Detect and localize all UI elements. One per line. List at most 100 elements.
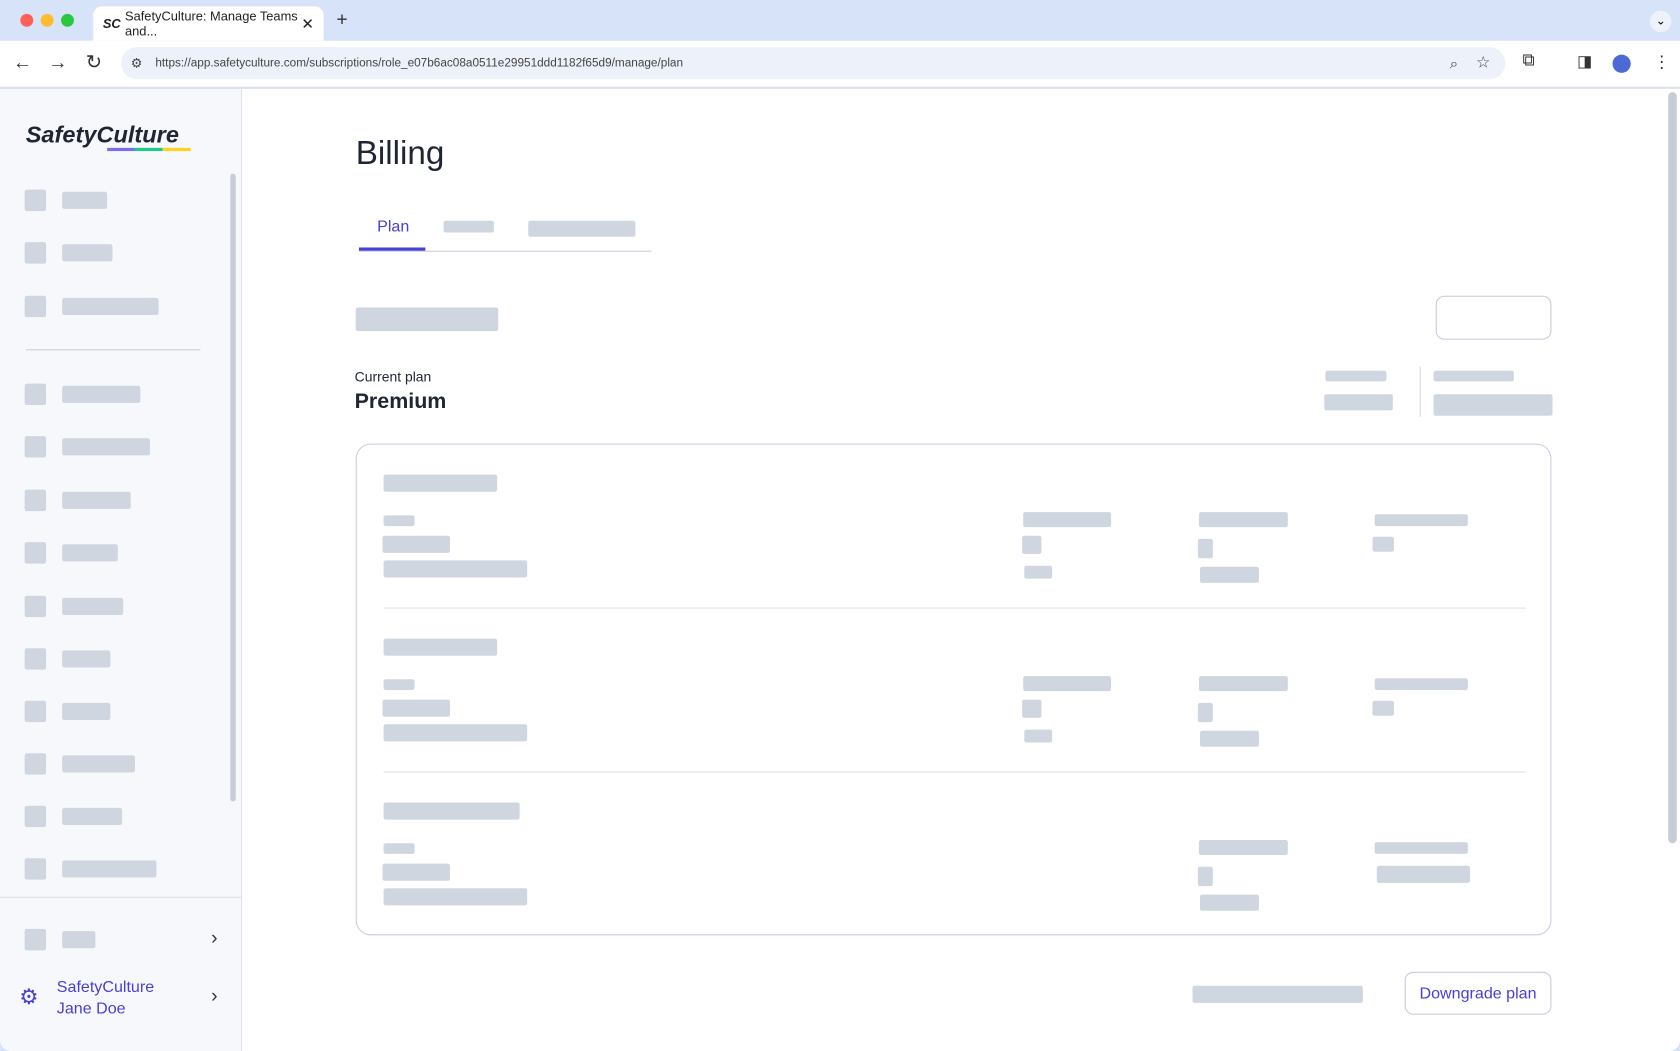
bookmark-star-icon[interactable]: ☆ xyxy=(1475,53,1491,72)
column-placeholder xyxy=(1200,894,1259,911)
tab-title: SafetyCulture: Manage Teams and... xyxy=(125,8,298,39)
row-placeholder xyxy=(383,724,528,742)
section-title-placeholder xyxy=(383,638,498,656)
row-placeholder xyxy=(383,888,528,906)
section-heading-placeholder xyxy=(355,307,499,332)
sidebar-item-icon xyxy=(24,753,47,775)
tabs-baseline xyxy=(358,250,652,252)
column-placeholder xyxy=(1197,702,1213,723)
site-settings-icon[interactable]: ⚙ xyxy=(130,55,143,71)
current-plan-name: Premium xyxy=(354,390,447,414)
sidebar-item[interactable] xyxy=(0,858,225,880)
section-divider xyxy=(383,771,1526,773)
sidebar-footer-divider xyxy=(0,896,243,898)
sidebar: SafetyCulture › ⚙ SafetyCulture Jane Doe… xyxy=(0,88,243,1051)
summary-label-placeholder xyxy=(1433,370,1514,382)
sidebar-item[interactable] xyxy=(0,805,225,828)
column-placeholder xyxy=(1198,840,1288,856)
item-icon xyxy=(24,928,47,951)
row-placeholder xyxy=(383,560,528,578)
close-window-button[interactable] xyxy=(20,13,34,27)
column-placeholder xyxy=(1197,538,1213,559)
sidebar-item-label xyxy=(62,385,141,403)
sidebar-item-label xyxy=(62,297,159,316)
summary-value-placeholder xyxy=(1433,394,1553,416)
new-tab-icon[interactable]: + xyxy=(336,8,348,31)
section-divider xyxy=(383,607,1526,609)
plan-details-card xyxy=(355,443,1553,936)
browser-tab[interactable]: SC SafetyCulture: Manage Teams and... ✕ xyxy=(93,6,324,41)
org-user-menu[interactable]: ⚙ SafetyCulture Jane Doe › xyxy=(0,976,242,1021)
sidebar-item-icon xyxy=(24,542,47,564)
sidebar-item-icon xyxy=(24,242,47,264)
sidebar-item[interactable] xyxy=(0,436,225,458)
sidebar-item-icon xyxy=(24,595,47,618)
sidebar-item[interactable] xyxy=(0,753,225,775)
sidebar-item[interactable] xyxy=(0,242,225,264)
sidebar-item[interactable] xyxy=(0,700,225,723)
minimize-window-button[interactable] xyxy=(40,13,54,27)
item-label xyxy=(62,931,96,949)
logo-underline xyxy=(107,147,191,152)
footer-text-placeholder xyxy=(1192,985,1363,1003)
sidebar-item-label xyxy=(62,191,108,209)
sidebar-divider xyxy=(25,349,201,351)
column-placeholder xyxy=(1200,730,1259,747)
tab-plan[interactable]: Plan xyxy=(377,217,410,236)
sidebar-item-icon xyxy=(24,489,47,512)
plan-section xyxy=(357,773,1553,934)
column-placeholder xyxy=(1197,866,1213,887)
maximize-window-button[interactable] xyxy=(61,13,74,27)
column-placeholder xyxy=(1376,865,1471,883)
downgrade-plan-button[interactable]: Downgrade plan xyxy=(1404,971,1552,1015)
forward-icon[interactable]: → xyxy=(48,51,68,73)
tab-placeholder[interactable] xyxy=(528,220,636,237)
page-scrollbar[interactable] xyxy=(1668,92,1677,844)
section-title-placeholder xyxy=(383,802,520,820)
sidebar-item[interactable] xyxy=(0,295,225,318)
column-placeholder xyxy=(1022,535,1042,554)
row-placeholder xyxy=(383,515,415,527)
action-button[interactable] xyxy=(1435,295,1552,340)
sidebar-scrollbar[interactable] xyxy=(230,173,236,802)
tab-placeholder[interactable] xyxy=(443,220,494,233)
sidebar-item[interactable] xyxy=(0,489,225,512)
summary-divider xyxy=(1419,366,1421,417)
sidebar-item[interactable] xyxy=(0,595,225,618)
reload-icon[interactable]: ↻ xyxy=(85,51,102,73)
column-placeholder xyxy=(1022,699,1042,718)
sidebar-item[interactable] xyxy=(0,648,225,670)
sidebar-item-label xyxy=(62,860,157,878)
sidebar-item-label xyxy=(62,807,123,826)
tab-search-icon[interactable]: ⌄ xyxy=(1650,10,1672,33)
org-name: SafetyCulture xyxy=(56,978,155,997)
address-bar[interactable]: ⚙ https://app.safetyculture.com/subscrip… xyxy=(121,47,1506,80)
sidebar-item-icon xyxy=(24,189,47,212)
column-placeholder xyxy=(1374,842,1468,854)
sidebar-item-icon xyxy=(24,858,47,880)
chevron-right-icon: › xyxy=(211,984,218,1007)
sidebar-item-icon xyxy=(24,383,47,406)
extensions-icon[interactable]: ⧉ xyxy=(1522,51,1535,70)
browser-toolbar: ← → ↻ ⚙ https://app.safetyculture.com/su… xyxy=(0,40,1680,88)
sidebar-item-label xyxy=(62,438,151,456)
back-icon[interactable]: ← xyxy=(12,51,33,73)
column-placeholder xyxy=(1198,512,1288,528)
sidebar-item[interactable] xyxy=(0,383,225,406)
close-tab-icon[interactable]: ✕ xyxy=(301,14,314,32)
sidebar-footer-item[interactable]: › xyxy=(0,926,242,954)
sidebar-item[interactable] xyxy=(0,189,225,212)
column-placeholder xyxy=(1024,729,1053,743)
row-placeholder xyxy=(382,863,451,881)
zoom-icon[interactable]: ⌕ xyxy=(1449,54,1459,72)
url-text: https://app.safetyculture.com/subscripti… xyxy=(155,56,684,70)
plan-section xyxy=(357,445,1553,609)
profile-avatar[interactable] xyxy=(1612,54,1631,73)
side-panel-icon[interactable]: ◨ xyxy=(1577,52,1593,71)
sidebar-item[interactable] xyxy=(0,542,225,564)
menu-icon[interactable]: ⋮ xyxy=(1653,53,1671,72)
column-placeholder xyxy=(1372,536,1394,552)
main-content: Billing Plan Current plan Premium Downgr… xyxy=(242,88,1680,1051)
column-placeholder xyxy=(1023,512,1112,528)
